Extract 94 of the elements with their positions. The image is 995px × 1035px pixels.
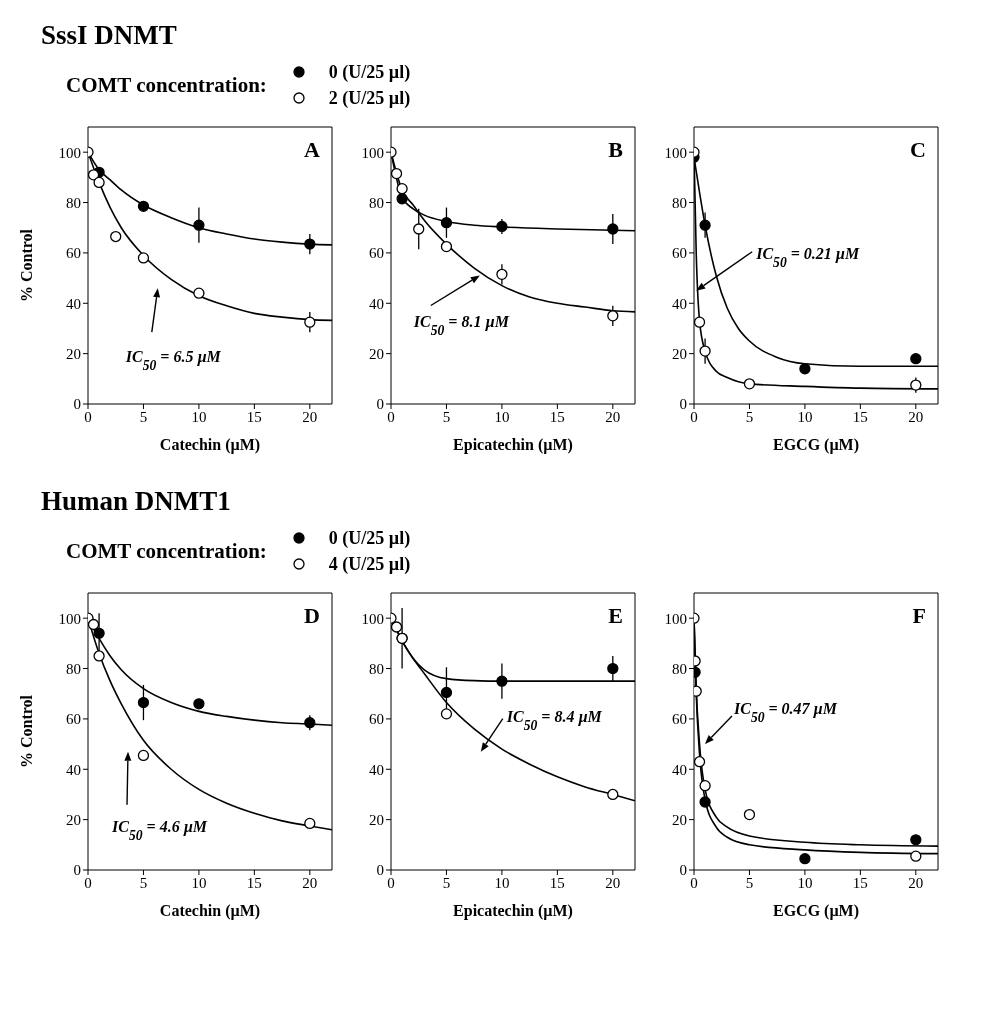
annotation: D [304, 603, 320, 628]
annotation: IC$_{50}$ = 8.1 µM [412, 313, 510, 338]
y-axis-title: % Control [18, 228, 35, 303]
y-tick-label: 20 [369, 811, 384, 828]
x-tick-label: 20 [302, 874, 318, 891]
legend-label: 2 (U/25 µl) [328, 87, 411, 109]
x-tick-label: 10 [797, 408, 813, 425]
legend-label: 0 (U/25 µl) [328, 61, 411, 83]
x-tick-label: 10 [494, 874, 510, 891]
annotation: IC$_{50}$ = 0.21 µM [755, 244, 861, 270]
x-tick-label: 0 [84, 408, 92, 425]
y-tick-label: 40 [369, 761, 384, 778]
y-tick-label: 60 [66, 245, 81, 262]
x-tick-label: 0 [84, 874, 92, 891]
y-tick-label: 20 [66, 811, 81, 828]
y-tick-label: 0 [376, 862, 384, 879]
annotation: IC$_{50}$ = 8.4 µM [505, 707, 603, 733]
x-tick-label: 15 [246, 874, 262, 891]
y-tick-label: 20 [369, 345, 384, 362]
legend-label: 4 (U/25 µl) [328, 553, 411, 575]
y-tick-label: 40 [66, 295, 81, 312]
x-tick-label: 0 [387, 408, 395, 425]
x-tick-label: 20 [908, 874, 924, 891]
x-tick-label: 10 [191, 874, 207, 891]
x-tick-label: 15 [549, 408, 565, 425]
x-tick-label: 0 [387, 874, 395, 891]
y-tick-label: 60 [66, 711, 81, 728]
x-tick-label: 10 [494, 408, 510, 425]
x-tick-label: 10 [797, 874, 813, 891]
x-tick-label: 20 [605, 874, 621, 891]
chart-title: SssI DNMT [41, 20, 178, 52]
x-tick-label: 15 [246, 408, 262, 425]
y-tick-label: 80 [369, 660, 384, 677]
x-tick-label: 0 [690, 408, 698, 425]
y-tick-label: 40 [66, 761, 81, 778]
x-tick-label: 5 [745, 408, 754, 425]
x-tick-label: 20 [908, 408, 924, 425]
annotation: IC$_{50}$ = 0.47 µM [732, 699, 838, 725]
y-tick-label: 60 [672, 711, 687, 728]
y-axis-title: % Control [18, 694, 35, 769]
x-tick-label: 5 [139, 874, 148, 891]
x-axis-title: Catechin (µM) [159, 902, 261, 920]
y-tick-label: 100 [664, 144, 687, 161]
x-axis-title: Epicatechin (µM) [453, 436, 573, 454]
x-axis-title: EGCG (µM) [772, 436, 860, 454]
y-tick-label: 80 [672, 660, 687, 677]
y-tick-label: 60 [369, 245, 384, 262]
y-tick-label: 80 [369, 194, 384, 211]
annotation: C [910, 137, 926, 162]
y-tick-label: 0 [376, 396, 384, 413]
y-tick-label: 0 [73, 862, 81, 879]
y-tick-label: 60 [672, 245, 687, 262]
legend-label: 0 (U/25 µl) [328, 527, 411, 549]
y-tick-label: 20 [672, 345, 687, 362]
y-tick-label: 40 [369, 295, 384, 312]
x-tick-label: 20 [605, 408, 621, 425]
x-tick-label: 5 [442, 408, 451, 425]
y-tick-label: 40 [672, 295, 687, 312]
annotation: E [608, 603, 623, 628]
x-tick-label: 15 [852, 408, 868, 425]
y-tick-label: 80 [672, 194, 687, 211]
y-tick-label: 100 [664, 610, 687, 627]
annotation: F [912, 603, 926, 628]
x-tick-label: 5 [745, 874, 754, 891]
x-tick-label: 15 [852, 874, 868, 891]
x-tick-label: 5 [442, 874, 451, 891]
x-tick-label: 0 [690, 874, 698, 891]
annotation: B [608, 137, 624, 162]
x-tick-label: 10 [191, 408, 207, 425]
legend-title: COMT concentration: [66, 72, 267, 98]
x-tick-label: 15 [549, 874, 565, 891]
x-tick-label: 20 [302, 408, 318, 425]
y-tick-label: 100 [58, 610, 81, 627]
y-tick-label: 80 [66, 660, 81, 677]
y-tick-label: 20 [672, 811, 687, 828]
x-axis-title: EGCG (µM) [772, 902, 860, 920]
y-tick-label: 60 [369, 711, 384, 728]
y-tick-label: 0 [679, 862, 687, 879]
y-tick-label: 0 [679, 396, 687, 413]
y-tick-label: 80 [66, 194, 81, 211]
legend-title: COMT concentration: [66, 538, 267, 564]
annotation: A [304, 137, 321, 162]
x-axis-title: Epicatechin (µM) [453, 902, 573, 920]
x-axis-title: Catechin (µM) [159, 436, 261, 454]
y-tick-label: 0 [73, 396, 81, 413]
annotation: IC$_{50}$ = 6.5 µM [124, 348, 222, 373]
chart-title: Human DNMT1 [41, 486, 232, 518]
annotation: IC$_{50}$ = 4.6 µM [111, 817, 208, 843]
x-tick-label: 5 [139, 408, 148, 425]
y-tick-label: 100 [361, 144, 384, 161]
y-tick-label: 20 [66, 345, 81, 362]
y-tick-label: 40 [672, 761, 687, 778]
y-tick-label: 100 [58, 144, 81, 161]
y-tick-label: 100 [361, 610, 384, 627]
